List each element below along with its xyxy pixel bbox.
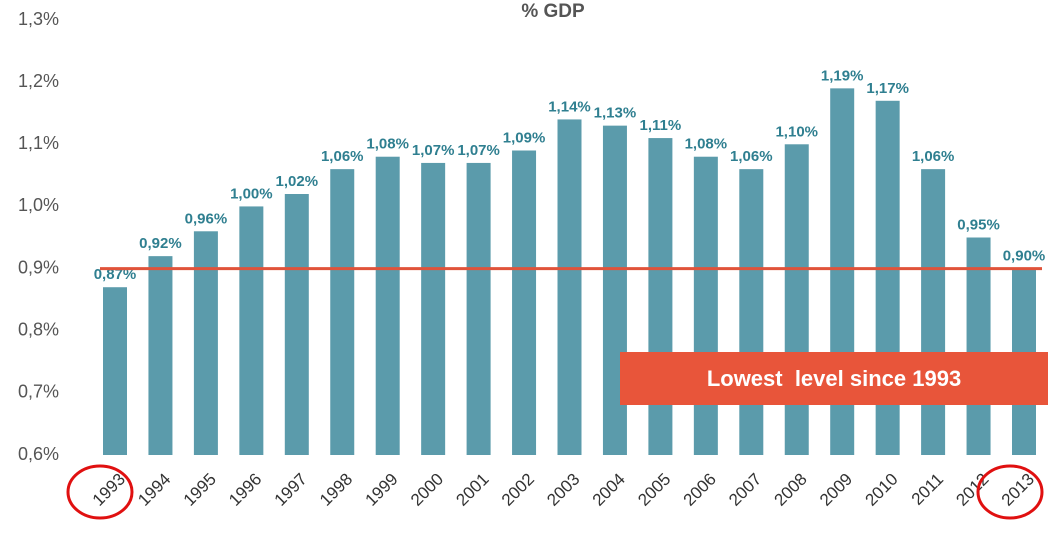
x-tick-label: 2005 <box>634 470 674 510</box>
bar <box>966 237 991 455</box>
bar <box>284 194 309 455</box>
bar <box>421 162 446 455</box>
value-label: 1,07% <box>412 142 455 159</box>
bar <box>557 119 582 455</box>
x-tick-label: 2007 <box>725 470 765 510</box>
y-tick-label: 1,2% <box>18 71 59 91</box>
x-tick-label: 1999 <box>362 470 402 510</box>
bar <box>784 144 809 456</box>
x-tick-label: 2008 <box>771 470 811 510</box>
bar <box>103 287 127 455</box>
x-tick-label: 2002 <box>498 470 538 510</box>
value-label: 0,95% <box>957 216 1000 233</box>
y-tick-label: 0,6% <box>18 444 59 464</box>
y-tick-label: 1,1% <box>18 133 59 153</box>
value-label: 1,06% <box>912 148 955 165</box>
annotation: Lowest level since 1993 <box>707 366 961 391</box>
value-label: 1,06% <box>321 148 364 165</box>
x-tick-label: 1998 <box>316 470 356 510</box>
bar <box>239 206 264 455</box>
x-tick-label: 2009 <box>816 470 856 510</box>
bar <box>193 231 218 455</box>
value-label: 1,08% <box>685 136 728 153</box>
value-label: 0,92% <box>139 235 182 252</box>
bar <box>602 125 627 456</box>
chart-title: % GDP <box>521 1 585 22</box>
bar <box>512 150 537 455</box>
x-tick-label: 2010 <box>861 470 901 510</box>
x-tick-label: 2011 <box>908 470 947 509</box>
y-tick-label: 0,9% <box>18 257 59 277</box>
x-tick-label: 2004 <box>589 470 629 510</box>
value-label: 1,14% <box>548 98 591 115</box>
x-tick-label: 2013 <box>998 470 1038 510</box>
x-tick-label: 2001 <box>452 470 492 510</box>
value-label: 1,19% <box>821 67 864 84</box>
x-tick-label: 2003 <box>543 470 583 510</box>
bar <box>739 169 764 455</box>
value-label: 1,00% <box>230 185 273 202</box>
bar <box>921 169 946 455</box>
value-label: 1,02% <box>276 173 319 190</box>
value-label: 0,87% <box>94 266 137 283</box>
value-label: 1,09% <box>503 129 546 146</box>
value-label: 1,08% <box>366 136 409 153</box>
x-tick-label: 1995 <box>180 470 220 510</box>
x-tick-label: 1996 <box>225 470 265 510</box>
bar <box>148 256 173 455</box>
value-label: 0,96% <box>185 210 228 227</box>
y-tick-label: 1,3% <box>18 9 59 29</box>
value-label: 0,90% <box>1003 248 1046 265</box>
value-label: 1,17% <box>866 80 909 97</box>
x-tick-label: 1994 <box>134 470 174 510</box>
y-tick-label: 0,8% <box>18 319 59 339</box>
bar <box>330 169 355 455</box>
bar <box>466 162 491 455</box>
value-label: 1,10% <box>775 123 818 140</box>
value-label: 1,11% <box>640 117 682 134</box>
value-label: 1,06% <box>730 148 773 165</box>
x-tick-label: 2006 <box>680 470 720 510</box>
y-tick-label: 1,0% <box>18 195 59 215</box>
bar <box>648 138 673 456</box>
x-tick-label: 2000 <box>407 470 447 510</box>
bar <box>375 156 400 455</box>
bar <box>693 156 718 455</box>
highlight-circle <box>66 464 134 520</box>
y-tick-label: 0,7% <box>18 382 59 402</box>
value-label: 1,13% <box>594 105 637 122</box>
value-label: 1,07% <box>457 142 500 159</box>
x-tick-label: 1997 <box>271 470 311 510</box>
highlight-circle <box>976 464 1044 520</box>
annotation-box <box>620 352 1048 405</box>
